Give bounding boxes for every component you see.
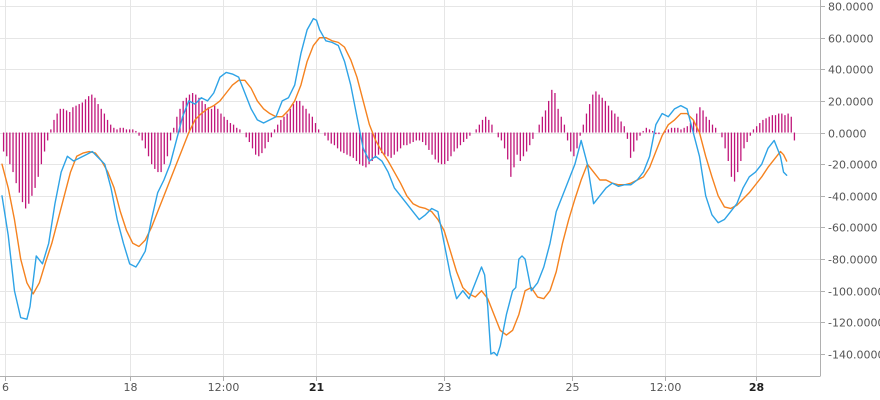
macd-line-layer <box>1 17 788 357</box>
y-tick-label: -140.0000 <box>828 349 880 362</box>
y-tick-label: -80.0000 <box>828 254 877 267</box>
macd-line <box>1 17 788 357</box>
x-tick-label: 21 <box>309 381 324 394</box>
y-tick-label: -60.0000 <box>828 222 877 235</box>
x-tick-label: 25 <box>566 381 580 394</box>
y-tick-label: -40.0000 <box>828 191 877 204</box>
signal-line <box>1 36 788 336</box>
x-tick-label: 12:00 <box>208 381 240 394</box>
y-tick-label: 40.0000 <box>828 64 874 77</box>
y-tick-label: 80.0000 <box>828 1 874 14</box>
x-tick-label: 23 <box>438 381 452 394</box>
signal-line-layer <box>1 36 788 336</box>
y-tick-label: 0.0000 <box>828 128 867 141</box>
axes <box>0 0 821 377</box>
y-tick-label: 20.0000 <box>828 96 874 109</box>
y-tick-label: -120.0000 <box>828 317 880 330</box>
y-tick-label: -100.0000 <box>828 286 880 299</box>
x-tick-label: 18 <box>124 381 138 394</box>
x-tick-label: 28 <box>749 381 764 394</box>
x-tick-label: 6 <box>2 381 9 394</box>
x-axis-ticks: 6 18 12:00 21 23 25 12:00 28 <box>2 376 764 394</box>
y-tick-label: -20.0000 <box>828 159 877 172</box>
x-tick-label: 12:00 <box>650 381 682 394</box>
histogram-bars <box>2 89 796 209</box>
grid-lines <box>0 0 820 376</box>
y-axis-ticks: 80.0000 60.0000 40.0000 20.0000 0.0000 -20.00… <box>820 1 880 362</box>
y-tick-label: 60.0000 <box>828 33 874 46</box>
